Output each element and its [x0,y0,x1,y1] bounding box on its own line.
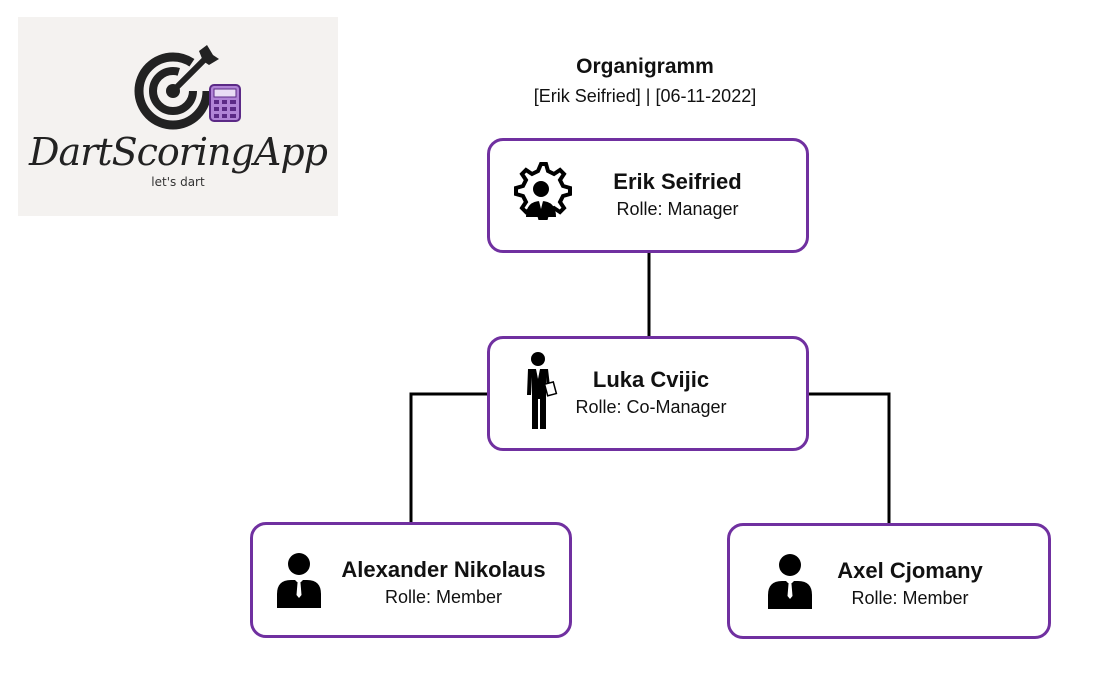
chart-subtitle: [Erik Seifried] | [06-11-2022] [533,86,757,106]
manager-name: Erik Seifried [613,169,742,194]
person-icon [277,553,321,608]
member-right-name: Axel Cjomany [837,558,983,583]
member-right-role: Rolle: Member [851,588,969,608]
node-comanager: Luka Cvijic Rolle: Co-Manager [487,336,809,451]
calculator-icon [209,84,241,122]
member-left-name: Alexander Nikolaus [341,557,546,582]
dart-scoring-app-logo: DartScoringApp let's dart [18,17,338,216]
connector-comanager-member-right [808,392,891,525]
logo-tagline: let's dart [151,175,205,189]
manager-role: Rolle: Manager [616,199,739,219]
dartboard-target-icon [134,45,219,130]
manager-gear-person-icon [514,162,572,220]
connector-comanager-member-left [409,392,488,524]
comanager-name: Luka Cvijic [592,367,710,392]
comanager-role: Rolle: Co-Manager [575,397,727,417]
businessman-standing-icon [527,352,558,429]
person-icon [768,554,812,609]
logo-wordmark: DartScoringApp [29,130,328,174]
node-manager: Erik Seifried Rolle: Manager [487,138,809,253]
chart-title: Organigramm [576,55,714,78]
node-member-right: Axel Cjomany Rolle: Member [727,523,1051,639]
node-member-left: Alexander Nikolaus Rolle: Member [250,522,572,638]
member-left-role: Rolle: Member [384,587,503,607]
